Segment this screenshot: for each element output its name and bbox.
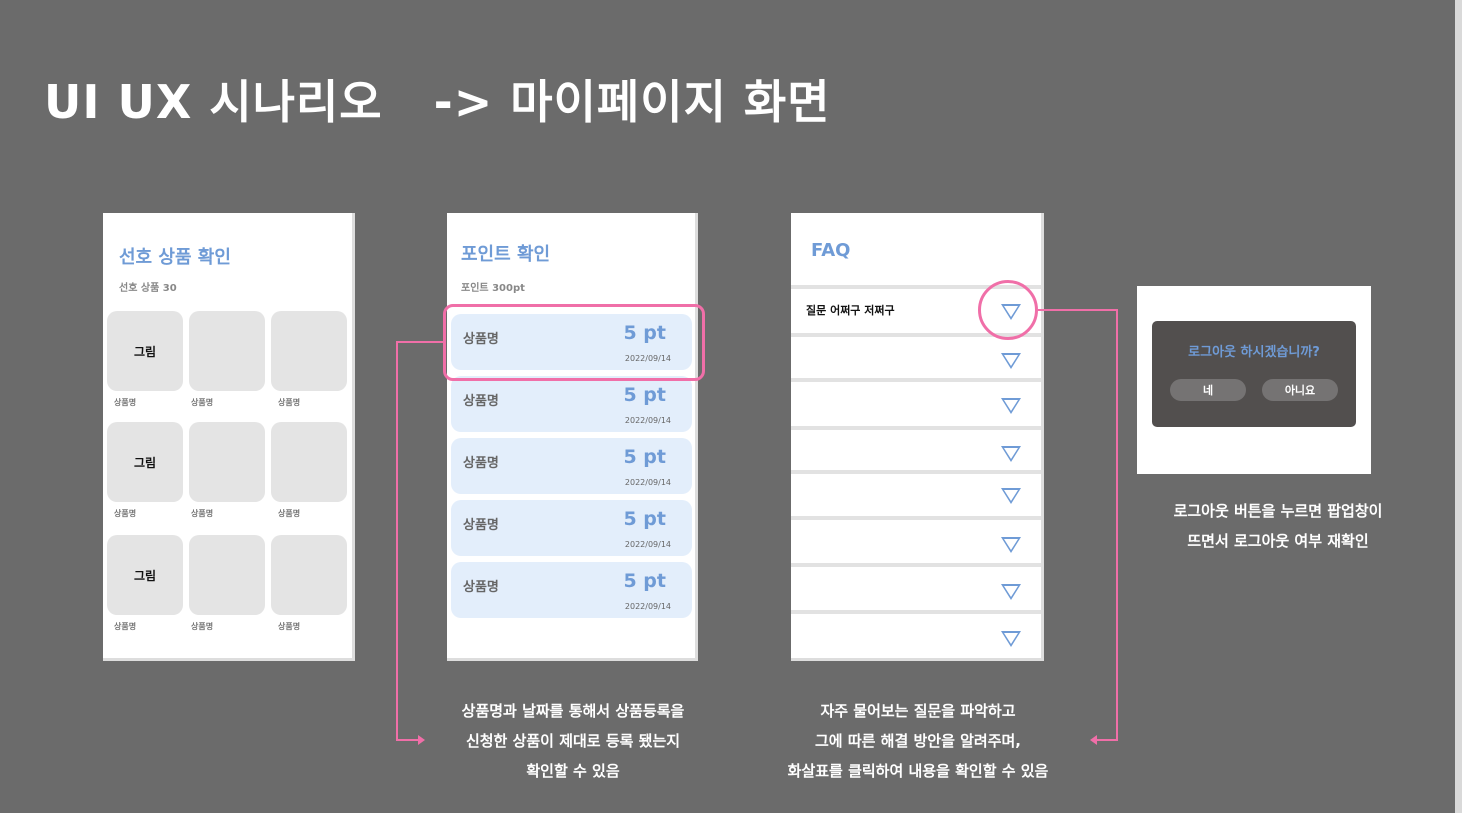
product-image[interactable]: 그림 <box>107 311 183 391</box>
product-name: 상품명 <box>114 622 137 631</box>
points-title: 포인트 확인 <box>461 244 551 265</box>
point-item[interactable]: 상품명 5 pt 2022/09/14 <box>451 314 692 370</box>
point-item-name: 상품명 <box>463 580 499 595</box>
product-image[interactable]: 그림 <box>107 422 183 502</box>
expand-triangle-icon[interactable] <box>1001 631 1021 647</box>
faq-divider <box>791 563 1041 567</box>
right-edge <box>1455 0 1462 813</box>
product-name: 상품명 <box>114 509 137 518</box>
expand-triangle-icon[interactable] <box>1001 446 1021 462</box>
point-item[interactable]: 상품명 5 pt 2022/09/14 <box>451 500 692 556</box>
caption-line: 화살표를 클릭하여 내용을 확인할 수 있음 <box>787 762 1049 780</box>
favorites-title: 선호 상품 확인 <box>119 247 231 268</box>
product-image[interactable] <box>189 311 265 391</box>
connector-line <box>1038 309 1118 311</box>
product-image[interactable]: 그림 <box>107 535 183 615</box>
product-image[interactable] <box>271 422 347 502</box>
point-item-value: 5 pt <box>623 322 666 344</box>
product-name: 상품명 <box>191 509 214 518</box>
caption-line: 상품명과 날짜를 통해서 상품등록을 <box>461 702 685 720</box>
expand-triangle-icon[interactable] <box>1001 488 1021 504</box>
expand-triangle-icon[interactable] <box>1001 537 1021 553</box>
point-item-name: 상품명 <box>463 332 499 347</box>
arrow-left-icon <box>1090 735 1097 745</box>
point-item-date: 2022/09/14 <box>624 602 671 611</box>
favorites-count: 선호 상품 30 <box>119 283 177 294</box>
faq-divider <box>791 333 1041 337</box>
caption-line: 뜨면서 로그아웃 여부 재확인 <box>1187 532 1369 550</box>
point-item-name: 상품명 <box>463 518 499 533</box>
image-label: 그림 <box>133 344 157 359</box>
point-item[interactable]: 상품명 5 pt 2022/09/14 <box>451 376 692 432</box>
faq-caption: 자주 물어보는 질문을 파악하고 그에 따른 해결 방안을 알려주며, 화살표를… <box>740 696 1096 786</box>
product-image[interactable] <box>271 535 347 615</box>
caption-line: 로그아웃 버튼을 누르면 팝업창이 <box>1173 502 1383 520</box>
product-name: 상품명 <box>191 622 214 631</box>
faq-divider <box>791 610 1041 614</box>
product-image[interactable] <box>189 535 265 615</box>
point-item[interactable]: 상품명 5 pt 2022/09/14 <box>451 438 692 494</box>
product-name: 상품명 <box>191 398 214 407</box>
point-item-value: 5 pt <box>623 384 666 406</box>
point-item-value: 5 pt <box>623 570 666 592</box>
expand-triangle-icon[interactable] <box>1001 353 1021 369</box>
logout-panel: 로그아웃 하시겠습니까? 네 아니요 <box>1137 286 1371 474</box>
highlight-circle <box>978 280 1038 340</box>
connector-line <box>396 341 398 741</box>
points-caption: 상품명과 날짜를 통해서 상품등록을 신청한 상품이 제대로 등록 됐는지 확인… <box>410 696 736 786</box>
points-total: 포인트 300pt <box>461 283 525 294</box>
point-item-date: 2022/09/14 <box>624 354 671 363</box>
yes-button[interactable]: 네 <box>1170 379 1246 401</box>
faq-divider <box>791 378 1041 382</box>
no-button[interactable]: 아니요 <box>1262 379 1338 401</box>
expand-triangle-icon[interactable] <box>1001 398 1021 414</box>
product-name: 상품명 <box>114 398 137 407</box>
faq-divider <box>791 516 1041 520</box>
caption-line: 자주 물어보는 질문을 파악하고 <box>820 702 1016 720</box>
product-image[interactable] <box>189 422 265 502</box>
connector-line <box>396 341 443 343</box>
faq-divider <box>791 426 1041 430</box>
faq-divider <box>791 285 1041 289</box>
point-item-date: 2022/09/14 <box>624 540 671 549</box>
caption-line: 신청한 상품이 제대로 등록 됐는지 <box>465 732 681 750</box>
image-label: 그림 <box>133 568 157 583</box>
caption-line: 그에 따른 해결 방안을 알려주며, <box>815 732 1021 750</box>
point-item[interactable]: 상품명 5 pt 2022/09/14 <box>451 562 692 618</box>
faq-title: FAQ <box>811 240 851 261</box>
point-item-name: 상품명 <box>463 456 499 471</box>
product-image[interactable] <box>271 311 347 391</box>
connector-line <box>1116 309 1118 741</box>
product-name: 상품명 <box>278 622 301 631</box>
highlight-box <box>443 304 705 381</box>
arrow-right-icon <box>418 735 425 745</box>
point-item-value: 5 pt <box>623 508 666 530</box>
faq-question: 질문 어쩌구 저쩌구 <box>806 304 895 317</box>
connector-line <box>1096 739 1118 741</box>
product-name: 상품명 <box>278 398 301 407</box>
point-item-date: 2022/09/14 <box>624 478 671 487</box>
logout-dialog: 로그아웃 하시겠습니까? 네 아니요 <box>1152 321 1356 427</box>
logout-question: 로그아웃 하시겠습니까? <box>1188 345 1320 360</box>
caption-line: 확인할 수 있음 <box>526 762 620 780</box>
connector-line <box>396 739 420 741</box>
point-item-name: 상품명 <box>463 394 499 409</box>
point-item-date: 2022/09/14 <box>624 416 671 425</box>
expand-triangle-icon[interactable] <box>1001 584 1021 600</box>
page-title: UI UX 시나리오 -> 마이페이지 화면 <box>44 75 831 129</box>
image-label: 그림 <box>133 455 157 470</box>
product-name: 상품명 <box>278 509 301 518</box>
faq-divider <box>791 470 1041 474</box>
logout-caption: 로그아웃 버튼을 누르면 팝업창이 뜨면서 로그아웃 여부 재확인 <box>1128 496 1428 556</box>
point-item-value: 5 pt <box>623 446 666 468</box>
